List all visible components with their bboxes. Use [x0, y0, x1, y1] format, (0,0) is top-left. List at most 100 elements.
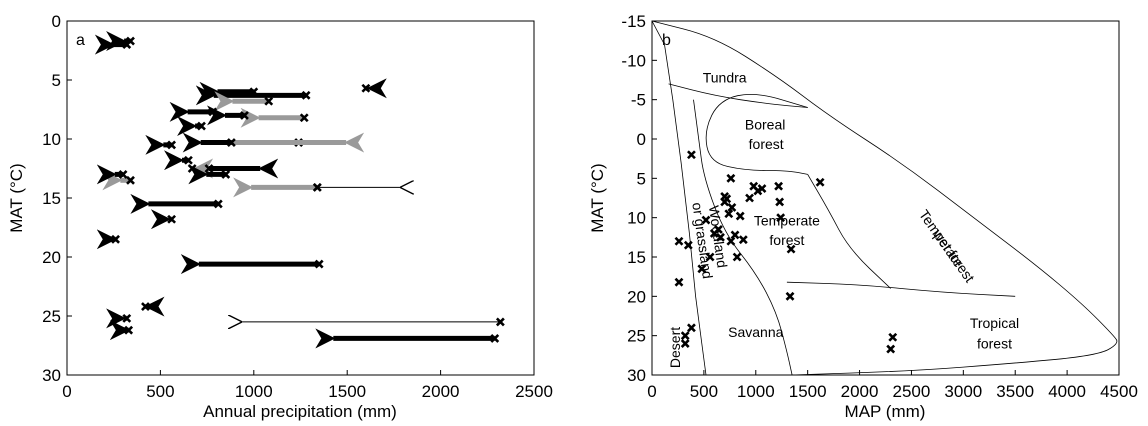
site-point — [680, 331, 690, 341]
panel-a-y-tick-label: 25 — [42, 307, 61, 326]
site-point — [705, 252, 715, 262]
panel-b-x-tick-label: 3500 — [996, 382, 1034, 401]
panel-a-x-tick-label: 1500 — [328, 382, 366, 401]
site-marker — [674, 277, 684, 287]
precip-shift-arrow — [361, 78, 387, 99]
observed-point-marker — [126, 175, 135, 185]
site-point — [680, 339, 690, 348]
boreal-boundary — [705, 94, 808, 175]
panel-a-y-tick-label: 0 — [52, 12, 61, 31]
site-marker — [716, 232, 725, 242]
panel-b-label: b — [662, 32, 671, 49]
site-marker — [726, 236, 736, 246]
observed-point-marker — [361, 83, 371, 93]
observed-point-marker — [167, 140, 177, 150]
precip-shift-arrow — [109, 320, 134, 341]
precip-shift-arrow — [102, 170, 135, 191]
precip-shift-arrow — [106, 31, 135, 52]
panel-a-x-axis-label: Annual precipitation (mm) — [203, 402, 397, 421]
site-marker — [687, 150, 696, 160]
panel-b-y-tick-label: 0 — [637, 130, 646, 149]
observed-point-marker — [314, 259, 324, 269]
site-marker — [732, 252, 742, 262]
panel-a-x-tick-label: 2000 — [422, 382, 460, 401]
observed-point-marker — [490, 334, 500, 343]
site-point — [701, 215, 711, 225]
site-marker — [730, 230, 740, 240]
panel-b-x-tick-label: 500 — [690, 382, 718, 401]
site-marker — [888, 332, 898, 342]
site-marker — [727, 203, 737, 212]
panel-b-y-tick-label: 30 — [627, 366, 646, 385]
wet-forest-boundary — [807, 174, 891, 289]
site-marker — [680, 331, 690, 341]
biome-envelope — [651, 20, 1118, 376]
observed-point-marker — [213, 199, 223, 209]
panel-a-y-tick-label: 15 — [42, 189, 61, 208]
precip-shift-arrow — [199, 81, 259, 102]
site-point — [726, 173, 736, 183]
panel-b-y-tick-label: -15 — [621, 12, 646, 31]
tropical-upper-boundary — [786, 281, 1016, 297]
precip-shift-arrow — [106, 308, 132, 329]
panel-a-x-tick-label: 0 — [62, 382, 71, 401]
site-point — [720, 192, 730, 201]
site-point — [687, 323, 696, 333]
site-point — [730, 230, 740, 240]
precip-shift-arrow — [188, 164, 231, 185]
site-point — [774, 181, 784, 191]
panel-b-y-tick-label: 15 — [627, 248, 646, 267]
site-marker — [687, 323, 696, 333]
site-point — [724, 209, 734, 219]
precip-shift-arrow — [204, 158, 279, 179]
biome-label: Tundra — [703, 69, 747, 85]
panel-a-y-axis-label: MAT (°C) — [7, 163, 26, 232]
panel-b-y-tick-label: 5 — [637, 169, 646, 188]
precip-shift-arrow — [96, 229, 120, 250]
biome-label: Savanna — [728, 324, 783, 340]
precip-shift-arrow — [141, 296, 165, 317]
observed-point-marker — [167, 214, 177, 224]
observed-point-marker — [312, 182, 322, 192]
site-point — [738, 235, 748, 245]
precip-shift-arrow — [206, 105, 249, 126]
site-point — [776, 213, 786, 223]
site-marker — [680, 339, 690, 348]
precip-shift-arrow — [169, 101, 218, 122]
precip-shift-arrow — [150, 209, 177, 230]
panel-b-x-tick-label: 2000 — [841, 382, 879, 401]
panel-b-y-tick-label: 10 — [627, 209, 646, 228]
observed-point-marker — [301, 90, 311, 100]
site-marker — [775, 197, 785, 207]
precip-shift-arrow — [164, 150, 193, 171]
panel-b-y-axis-label: MAT (°C) — [588, 163, 607, 232]
observed-point-marker — [299, 113, 309, 123]
site-point — [726, 236, 736, 246]
biome-boundaries — [651, 20, 1118, 376]
precip-shift-arrow — [130, 193, 223, 214]
panel-b-x-axis-label: MAP (mm) — [845, 402, 926, 421]
panel-b-x-tick-label: 4500 — [1100, 382, 1138, 401]
site-marker — [757, 184, 767, 193]
site-point — [674, 236, 684, 246]
panel-b-x-tick-label: 4000 — [1048, 382, 1086, 401]
panel-a-x-tick-label: 2500 — [515, 382, 553, 401]
site-point — [716, 232, 725, 242]
observed-point-marker — [126, 36, 135, 46]
site-point — [886, 344, 896, 354]
precip-shift-arrow — [315, 328, 500, 349]
site-marker — [724, 209, 734, 219]
site-marker — [774, 181, 784, 191]
observed-point-marker — [141, 302, 150, 311]
precip-shift-arrow — [180, 254, 324, 275]
panel-a-label: a — [76, 32, 85, 49]
site-marker — [735, 211, 745, 221]
site-marker — [738, 235, 748, 245]
observed-point-marker — [124, 325, 134, 335]
site-point — [687, 150, 696, 160]
observed-point-marker — [226, 138, 236, 147]
precip-shift-arrow — [226, 132, 365, 153]
panel-b-x-tick-label: 3000 — [944, 382, 982, 401]
